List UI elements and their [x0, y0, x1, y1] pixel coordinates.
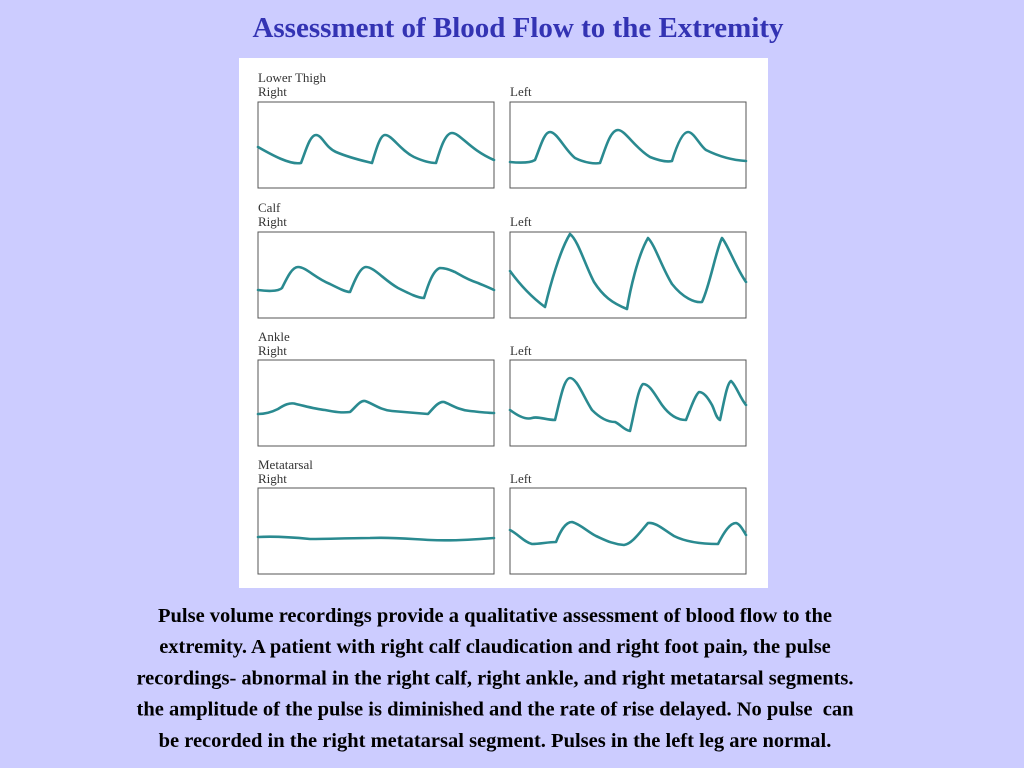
caption-line: the amplitude of the pulse is diminished…: [137, 699, 855, 721]
panel-box: [509, 487, 747, 575]
caption-line: recordings- abnormal in the right calf, …: [136, 667, 853, 689]
side-label: Right: [258, 84, 287, 99]
caption: Pulse volume recordings provide a qualit…: [136, 605, 854, 752]
waveform: [508, 232, 748, 311]
panel-box: [509, 101, 747, 189]
side-label: Right: [258, 214, 287, 229]
caption-line: Pulse volume recordings provide a qualit…: [158, 605, 832, 627]
caption-line: extremity. A patient with right calf cla…: [159, 636, 831, 658]
waveform: [508, 128, 748, 165]
waveform: [508, 520, 748, 547]
waveform: [256, 131, 496, 165]
segment-label: Ankle: [258, 329, 290, 344]
waveform: [256, 265, 496, 300]
side-label: Left: [510, 343, 532, 358]
waveform: [508, 376, 748, 433]
waveform: [256, 399, 496, 416]
caption-line: be recorded in the right metatarsal segm…: [159, 730, 832, 752]
panel-box: [257, 231, 495, 319]
side-label: Right: [258, 343, 287, 358]
segment-label: Metatarsal: [258, 457, 313, 472]
segment-label: Calf: [258, 200, 281, 215]
panel-box: [257, 487, 495, 575]
side-label: Left: [510, 84, 532, 99]
panel-box: [257, 101, 495, 189]
segment-label: Lower Thigh: [258, 70, 326, 85]
waveform: [256, 535, 496, 542]
slide-title: Assessment of Blood Flow to the Extremit…: [252, 12, 784, 44]
side-label: Left: [510, 214, 532, 229]
side-label: Left: [510, 471, 532, 486]
side-label: Right: [258, 471, 287, 486]
